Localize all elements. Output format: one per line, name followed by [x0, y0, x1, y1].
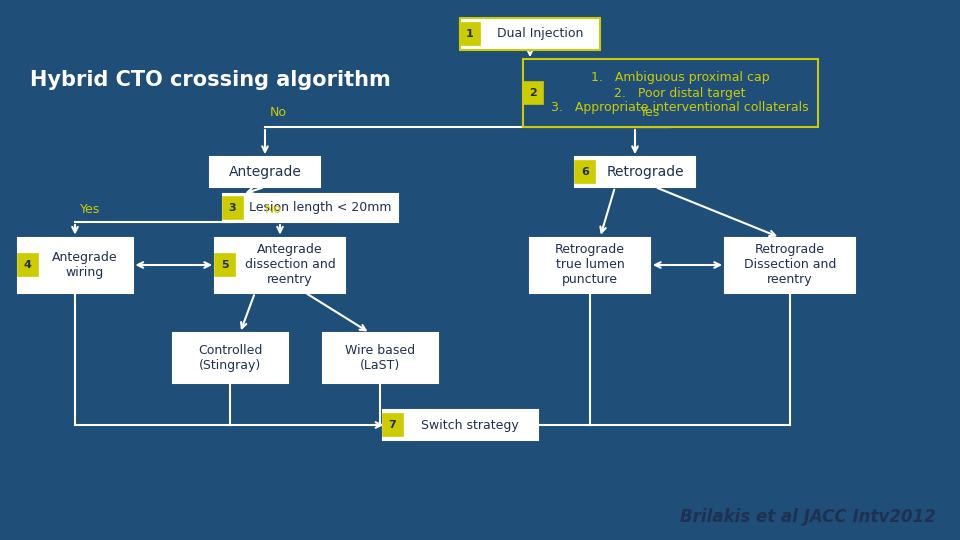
Text: Lesion length < 20mm: Lesion length < 20mm — [249, 201, 392, 214]
Text: 6: 6 — [581, 167, 588, 177]
FancyBboxPatch shape — [460, 23, 480, 45]
Text: No: No — [270, 106, 287, 119]
FancyBboxPatch shape — [522, 59, 818, 127]
FancyBboxPatch shape — [17, 238, 132, 293]
Text: 2: 2 — [529, 88, 537, 98]
Text: 1.   Ambiguous proximal cap
2.   Poor distal target
3.   Appropriate interventio: 1. Ambiguous proximal cap 2. Poor distal… — [551, 71, 809, 114]
Text: Retrograde: Retrograde — [606, 165, 684, 179]
Text: Brilakis et al JACC Intv2012: Brilakis et al JACC Intv2012 — [680, 509, 936, 526]
FancyBboxPatch shape — [460, 18, 600, 50]
Text: 5: 5 — [221, 260, 228, 270]
FancyBboxPatch shape — [382, 410, 538, 440]
FancyBboxPatch shape — [215, 238, 345, 293]
FancyBboxPatch shape — [323, 333, 438, 383]
Text: Retrograde
true lumen
puncture: Retrograde true lumen puncture — [555, 244, 625, 287]
Text: Switch strategy: Switch strategy — [421, 418, 518, 431]
Text: Antegrade: Antegrade — [228, 165, 301, 179]
FancyBboxPatch shape — [530, 238, 650, 293]
FancyBboxPatch shape — [725, 238, 855, 293]
FancyBboxPatch shape — [382, 414, 402, 436]
FancyBboxPatch shape — [215, 254, 235, 276]
FancyBboxPatch shape — [173, 333, 287, 383]
FancyBboxPatch shape — [17, 254, 37, 276]
Text: Yes: Yes — [640, 106, 660, 119]
Text: No: No — [265, 203, 282, 216]
Text: 1: 1 — [467, 29, 474, 39]
Text: Dual Injection: Dual Injection — [497, 28, 583, 40]
FancyBboxPatch shape — [575, 157, 695, 187]
Text: Antegrade
dissection and
reentry: Antegrade dissection and reentry — [245, 244, 335, 287]
Text: Controlled
(Stingray): Controlled (Stingray) — [198, 344, 262, 372]
Text: Antegrade
wiring: Antegrade wiring — [52, 251, 118, 279]
Text: Wire based
(LaST): Wire based (LaST) — [345, 344, 415, 372]
FancyBboxPatch shape — [575, 161, 595, 183]
FancyBboxPatch shape — [522, 82, 542, 104]
Text: Hybrid CTO crossing algorithm: Hybrid CTO crossing algorithm — [30, 70, 391, 90]
Text: 4: 4 — [24, 260, 32, 270]
Text: 7: 7 — [389, 420, 396, 430]
FancyBboxPatch shape — [210, 157, 320, 187]
Text: Yes: Yes — [80, 203, 100, 216]
FancyBboxPatch shape — [223, 197, 243, 219]
FancyBboxPatch shape — [223, 194, 397, 222]
Text: 3: 3 — [228, 203, 236, 213]
Text: Retrograde
Dissection and
reentry: Retrograde Dissection and reentry — [744, 244, 836, 287]
